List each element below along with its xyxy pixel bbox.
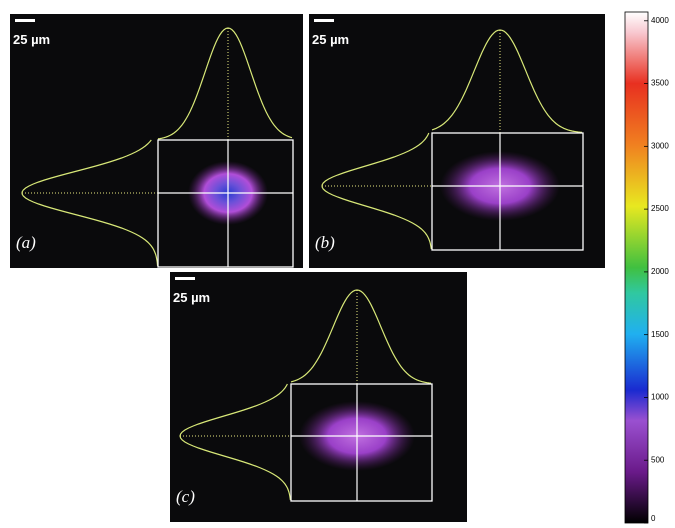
colorbar-tick-label: 1000 (651, 393, 669, 402)
panel-label: (c) (176, 487, 195, 506)
profile-x (157, 27, 293, 140)
roi-box (431, 132, 584, 251)
image-panel (10, 14, 303, 268)
colorbar-tick-label: 1500 (651, 330, 669, 339)
roi-box (157, 139, 294, 268)
profile-y (321, 132, 432, 250)
profile-x (290, 289, 432, 384)
scale-bar-label: 25 µm (13, 32, 50, 47)
colorbar-tick-label: 2500 (651, 204, 669, 213)
colorbar-tick-label: 4000 (651, 16, 669, 25)
colorbar-tick-label: 3000 (651, 141, 669, 150)
colorbar (624, 11, 649, 524)
image-panel (309, 14, 605, 268)
roi-box (290, 383, 433, 502)
colorbar-tick-label: 500 (651, 455, 665, 464)
scale-bar-label: 25 µm (173, 290, 210, 305)
colorbar-tick-label: 0 (651, 514, 656, 523)
profile-x (431, 29, 583, 133)
profile-y (179, 383, 291, 501)
scale-bar (175, 277, 195, 280)
scale-bar (314, 19, 334, 22)
panel-label: (a) (16, 233, 36, 252)
profile-y (21, 139, 159, 267)
colorbar-tick-label: 3500 (651, 79, 669, 88)
image-panel (170, 272, 467, 522)
panel-label: (b) (315, 233, 335, 252)
scale-bar (15, 19, 35, 22)
colorbar-tick-label: 2000 (651, 267, 669, 276)
scale-bar-label: 25 µm (312, 32, 349, 47)
